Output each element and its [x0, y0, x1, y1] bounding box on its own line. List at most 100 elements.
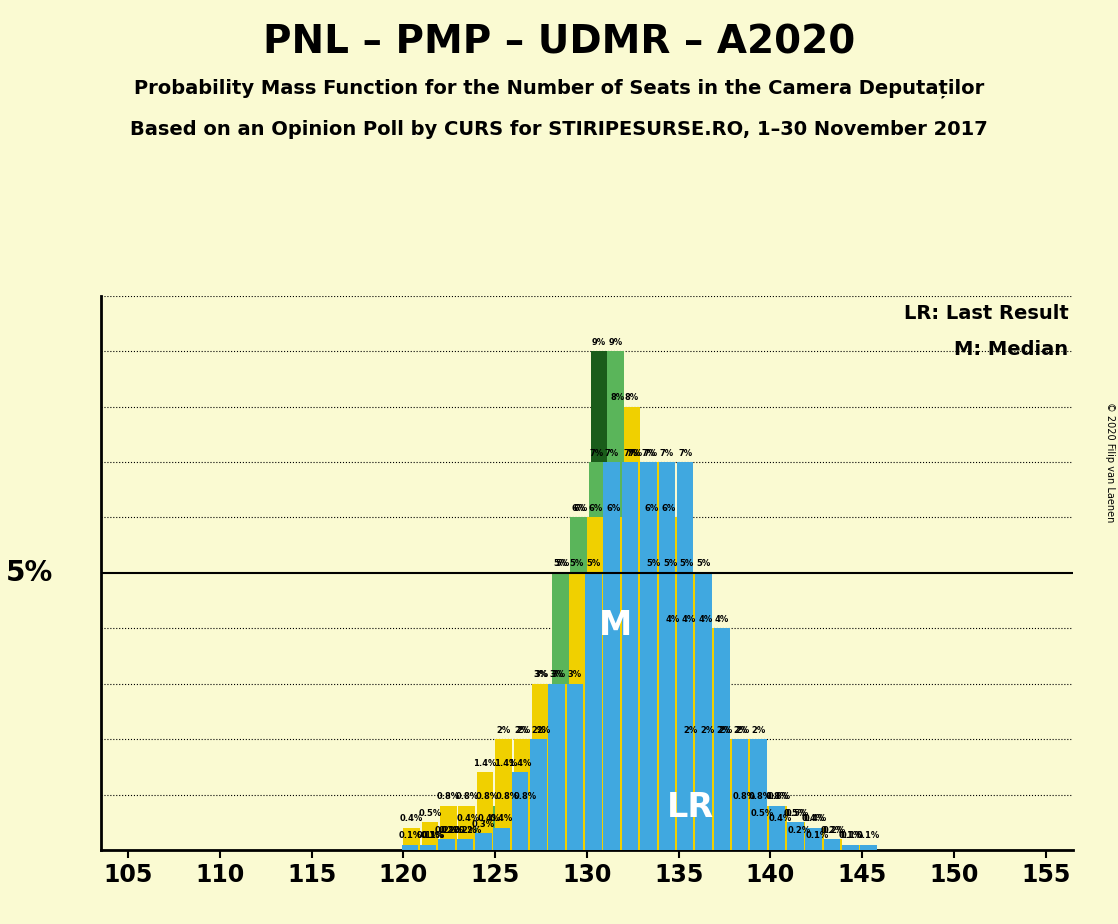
- Bar: [477, 772, 493, 850]
- Text: 4%: 4%: [699, 614, 712, 624]
- Text: 0.8%: 0.8%: [732, 792, 756, 801]
- Bar: [824, 839, 841, 850]
- Bar: [401, 845, 418, 850]
- Bar: [790, 839, 807, 850]
- Text: 6%: 6%: [662, 504, 675, 513]
- Text: 3%: 3%: [534, 670, 549, 679]
- Text: 2%: 2%: [537, 725, 551, 735]
- Bar: [736, 806, 752, 850]
- Text: 8%: 8%: [625, 393, 639, 402]
- Text: 5%: 5%: [555, 559, 569, 568]
- Text: 2%: 2%: [700, 725, 714, 735]
- Text: 0.1%: 0.1%: [417, 831, 439, 840]
- Bar: [587, 517, 604, 850]
- Bar: [426, 845, 442, 850]
- Text: 0.8%: 0.8%: [514, 792, 537, 801]
- Text: 0.1%: 0.1%: [398, 831, 421, 840]
- Text: LR: LR: [667, 792, 714, 824]
- Bar: [553, 573, 570, 850]
- Bar: [659, 462, 675, 850]
- Bar: [732, 739, 748, 850]
- Bar: [607, 351, 624, 850]
- Text: 0.1%: 0.1%: [806, 831, 828, 840]
- Text: 0.5%: 0.5%: [786, 808, 808, 818]
- Text: 0.5%: 0.5%: [784, 808, 807, 818]
- Bar: [789, 822, 805, 850]
- Bar: [569, 573, 585, 850]
- Bar: [461, 828, 477, 850]
- Bar: [805, 828, 822, 850]
- Text: M: M: [599, 609, 632, 642]
- Bar: [699, 739, 716, 850]
- Bar: [590, 351, 607, 850]
- Text: 3%: 3%: [550, 670, 563, 679]
- Text: 5%: 5%: [586, 559, 600, 568]
- Text: 0.2%: 0.2%: [453, 825, 476, 834]
- Bar: [713, 628, 730, 850]
- Text: 0.2%: 0.2%: [821, 825, 844, 834]
- Text: 7%: 7%: [643, 448, 657, 457]
- Text: 0.3%: 0.3%: [472, 820, 495, 829]
- Text: 0.4%: 0.4%: [477, 814, 501, 823]
- Text: 7%: 7%: [679, 448, 692, 457]
- Text: 4%: 4%: [665, 614, 680, 624]
- Bar: [570, 517, 587, 850]
- Text: 0.4%: 0.4%: [804, 814, 827, 823]
- Bar: [532, 684, 549, 850]
- Bar: [404, 828, 420, 850]
- Text: 0.2%: 0.2%: [435, 825, 458, 834]
- Bar: [499, 806, 515, 850]
- Bar: [644, 517, 661, 850]
- Bar: [442, 839, 458, 850]
- Bar: [440, 806, 456, 850]
- Text: 2%: 2%: [733, 725, 747, 735]
- Bar: [498, 772, 513, 850]
- Text: 1.4%: 1.4%: [509, 759, 532, 768]
- Text: 3%: 3%: [533, 670, 547, 679]
- Bar: [552, 573, 569, 850]
- Bar: [679, 573, 695, 850]
- Text: 5%: 5%: [6, 559, 53, 587]
- Bar: [842, 845, 859, 850]
- Bar: [493, 828, 510, 850]
- Bar: [585, 573, 601, 850]
- Bar: [716, 739, 732, 850]
- Bar: [567, 684, 584, 850]
- Bar: [825, 839, 842, 850]
- Bar: [624, 407, 641, 850]
- Bar: [518, 806, 533, 850]
- Text: 0.1%: 0.1%: [858, 831, 880, 840]
- Text: 0.2%: 0.2%: [822, 825, 845, 834]
- Text: 5%: 5%: [697, 559, 711, 568]
- Text: 8%: 8%: [610, 393, 624, 402]
- Text: 7%: 7%: [642, 448, 655, 457]
- Bar: [533, 684, 550, 850]
- Bar: [787, 822, 804, 850]
- Text: 0.4%: 0.4%: [400, 814, 424, 823]
- Bar: [481, 828, 498, 850]
- Text: 3%: 3%: [568, 670, 582, 679]
- Bar: [444, 839, 461, 850]
- Text: PNL – PMP – UDMR – A2020: PNL – PMP – UDMR – A2020: [263, 23, 855, 61]
- Text: Based on an Opinion Poll by CURS for STIRIPESURSE.RO, 1–30 November 2017: Based on an Opinion Poll by CURS for STI…: [130, 120, 988, 140]
- Text: 0.1%: 0.1%: [420, 831, 444, 840]
- Text: © 2020 Filip van Laenen: © 2020 Filip van Laenen: [1106, 402, 1115, 522]
- Text: 6%: 6%: [606, 504, 620, 513]
- Text: 0.5%: 0.5%: [418, 808, 442, 818]
- Text: 6%: 6%: [574, 504, 588, 513]
- Bar: [549, 684, 565, 850]
- Bar: [475, 833, 492, 850]
- Bar: [604, 462, 620, 850]
- Text: 7%: 7%: [590, 448, 604, 457]
- Bar: [750, 739, 767, 850]
- Bar: [536, 739, 552, 850]
- Bar: [773, 828, 789, 850]
- Text: 7%: 7%: [623, 448, 637, 457]
- Text: 2%: 2%: [751, 725, 766, 735]
- Text: 6%: 6%: [588, 504, 603, 513]
- Bar: [421, 822, 438, 850]
- Bar: [664, 628, 681, 850]
- Text: 2%: 2%: [717, 725, 731, 735]
- Bar: [718, 739, 733, 850]
- Text: 5%: 5%: [663, 559, 678, 568]
